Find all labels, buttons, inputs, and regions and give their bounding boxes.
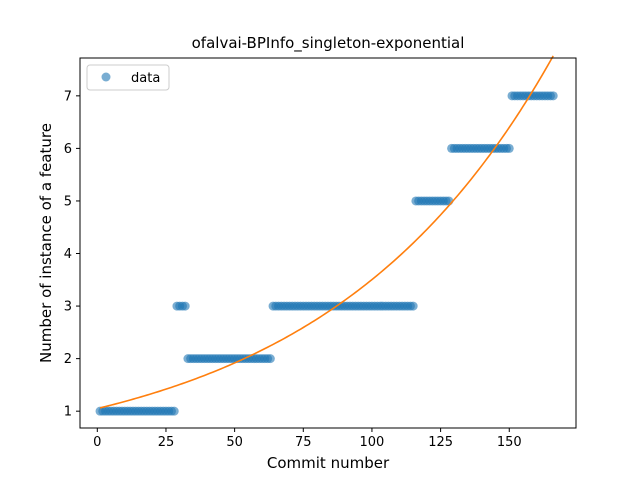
- legend-marker: [101, 72, 111, 82]
- y-axis-label: Number of instance of a feature: [37, 123, 55, 363]
- y-tick-label: 7: [64, 89, 72, 104]
- x-tick-label: 50: [226, 435, 243, 450]
- x-tick-label: 75: [295, 435, 312, 450]
- data-points: [95, 91, 558, 416]
- fit-line: [99, 55, 554, 409]
- y-tick-label: 4: [64, 247, 72, 262]
- data-point: [504, 143, 514, 153]
- y-tick-label: 6: [64, 142, 72, 157]
- data-point: [169, 406, 179, 416]
- x-tick-label: 125: [428, 435, 453, 450]
- chart-title: ofalvai-BPInfo_singleton-exponential: [192, 34, 465, 53]
- y-tick-label: 5: [64, 194, 72, 209]
- x-axis-label: Commit number: [267, 454, 390, 472]
- plot-frame: [79, 57, 577, 429]
- y-tick-label: 2: [64, 352, 72, 367]
- data-point: [265, 354, 275, 364]
- plot-area: [80, 58, 576, 428]
- data-point: [408, 301, 418, 311]
- x-tick-label: 100: [360, 435, 385, 450]
- legend: data: [86, 64, 170, 91]
- data-point: [180, 301, 190, 311]
- y-axis-ticks: 1 2 3 4 5 6 7: [64, 89, 80, 420]
- data-point: [548, 91, 558, 101]
- y-tick-label: 1: [64, 405, 72, 420]
- legend-label-data: data: [131, 71, 160, 86]
- fit-line-layer: [99, 55, 554, 409]
- legend-box: [86, 64, 170, 91]
- x-tick-label: 25: [158, 435, 175, 450]
- x-axis-ticks: 0 25 50 75 100 125 150: [93, 428, 522, 450]
- x-tick-label: 0: [93, 435, 101, 450]
- y-tick-label: 3: [64, 300, 72, 315]
- x-tick-label: 150: [497, 435, 522, 450]
